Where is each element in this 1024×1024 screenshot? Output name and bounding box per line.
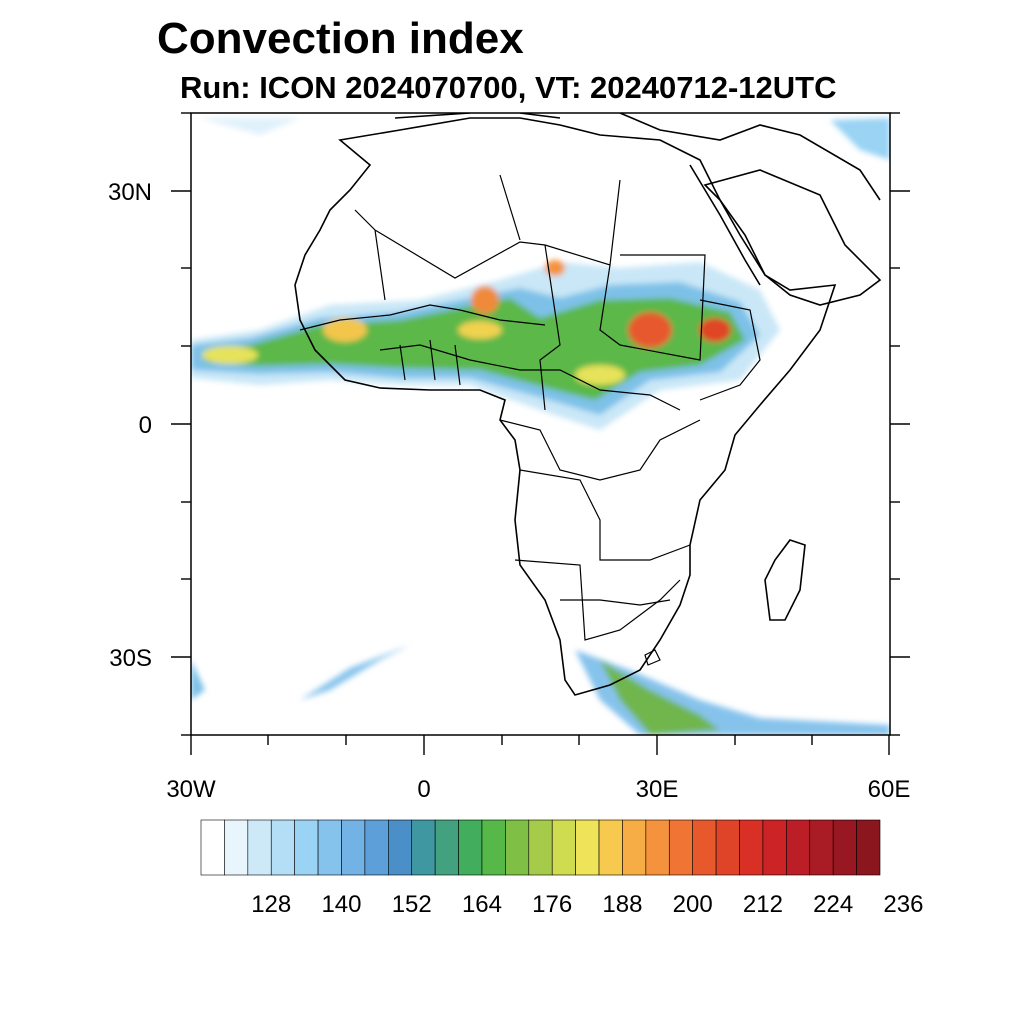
chart-title: Convection index: [157, 14, 524, 63]
colorbar-label: 128: [251, 891, 291, 918]
madagascar: [764, 539, 806, 621]
lat-label-30n: 30N: [108, 179, 152, 206]
colorbar-label: 164: [462, 891, 502, 918]
colorbar-swatch: [200, 819, 225, 876]
colorbar-swatch: [856, 819, 881, 876]
colorbar-label: 212: [743, 891, 783, 918]
lon-label-60e: 60E: [868, 776, 911, 803]
hotspot-ethiopia: [699, 318, 731, 342]
colorbar-swatch: [645, 819, 670, 876]
colorbar-swatch: [832, 819, 857, 876]
europe-edge: [394, 113, 881, 201]
colorbar-swatch: [715, 819, 740, 876]
colorbar-swatch: [434, 819, 459, 876]
colorbar-swatch: [809, 819, 834, 876]
lat-tick-marks: [171, 112, 910, 736]
colorbar-label: 176: [532, 891, 572, 918]
red-sea: [689, 164, 761, 286]
north-top: [830, 118, 890, 160]
colorbar-label: 236: [883, 891, 923, 918]
colorbar-swatch: [481, 819, 506, 876]
colorbar-swatch: [575, 819, 600, 876]
colorbar-label: 200: [673, 891, 713, 918]
lat-label-30s: 30S: [109, 645, 152, 672]
colorbar-swatch: [622, 819, 647, 876]
hotspot-guinea: [323, 318, 367, 342]
colorbar-label: 188: [602, 891, 642, 918]
country-borders: [299, 174, 761, 666]
hotspot-car: [575, 365, 625, 385]
chart-subtitle: Run: ICON 2024070700, VT: 20240712-12UTC: [180, 70, 837, 105]
hotspot-west: [202, 346, 258, 364]
colorbar-swatch: [739, 819, 764, 876]
colorbar-swatch: [224, 819, 249, 876]
lon-label-0: 0: [417, 776, 430, 803]
lon-tick-marks: [190, 735, 890, 755]
colorbar-swatch: [247, 819, 272, 876]
coastlines: [294, 113, 882, 696]
colorbar-swatch: [551, 819, 576, 876]
colorbar-swatch: [388, 819, 413, 876]
lon-label-30w: 30W: [166, 776, 216, 803]
colorbar-label: 140: [321, 891, 361, 918]
hotspot-nigeria: [471, 286, 499, 314]
hotspot-sudan: [628, 312, 672, 348]
lat-label-0: 0: [139, 412, 152, 439]
africa-coast: [294, 117, 837, 696]
convection-field: [191, 118, 890, 735]
colorbar: [200, 819, 881, 876]
south-band-4: [600, 660, 720, 735]
colorbar-swatch: [762, 819, 787, 876]
colorbar-swatch: [598, 819, 623, 876]
colorbar-swatch: [364, 819, 389, 876]
colorbar-swatch: [528, 819, 553, 876]
colorbar-swatch: [411, 819, 436, 876]
colorbar-label: 224: [813, 891, 853, 918]
lon-label-30e: 30E: [636, 776, 679, 803]
north-top2: [200, 118, 300, 135]
colorbar-swatch: [458, 819, 483, 876]
hotspot-nigeria2: [458, 321, 502, 339]
colorbar-swatch: [692, 819, 717, 876]
colorbar-swatch: [668, 819, 693, 876]
hotspot-chad: [545, 260, 565, 276]
colorbar-swatch: [294, 819, 319, 876]
arabia: [703, 169, 882, 306]
colorbar-swatch: [341, 819, 366, 876]
colorbar-swatch: [505, 819, 530, 876]
map-frame: [190, 112, 891, 736]
south-band-2: [191, 660, 205, 700]
colorbar-swatch: [317, 819, 342, 876]
south-band-1: [300, 645, 410, 700]
colorbar-labels: 128 140 152 164 176 188 200 212 224 236: [251, 891, 923, 918]
colorbar-swatch: [270, 819, 295, 876]
colorbar-swatch: [786, 819, 811, 876]
colorbar-label: 152: [392, 891, 432, 918]
